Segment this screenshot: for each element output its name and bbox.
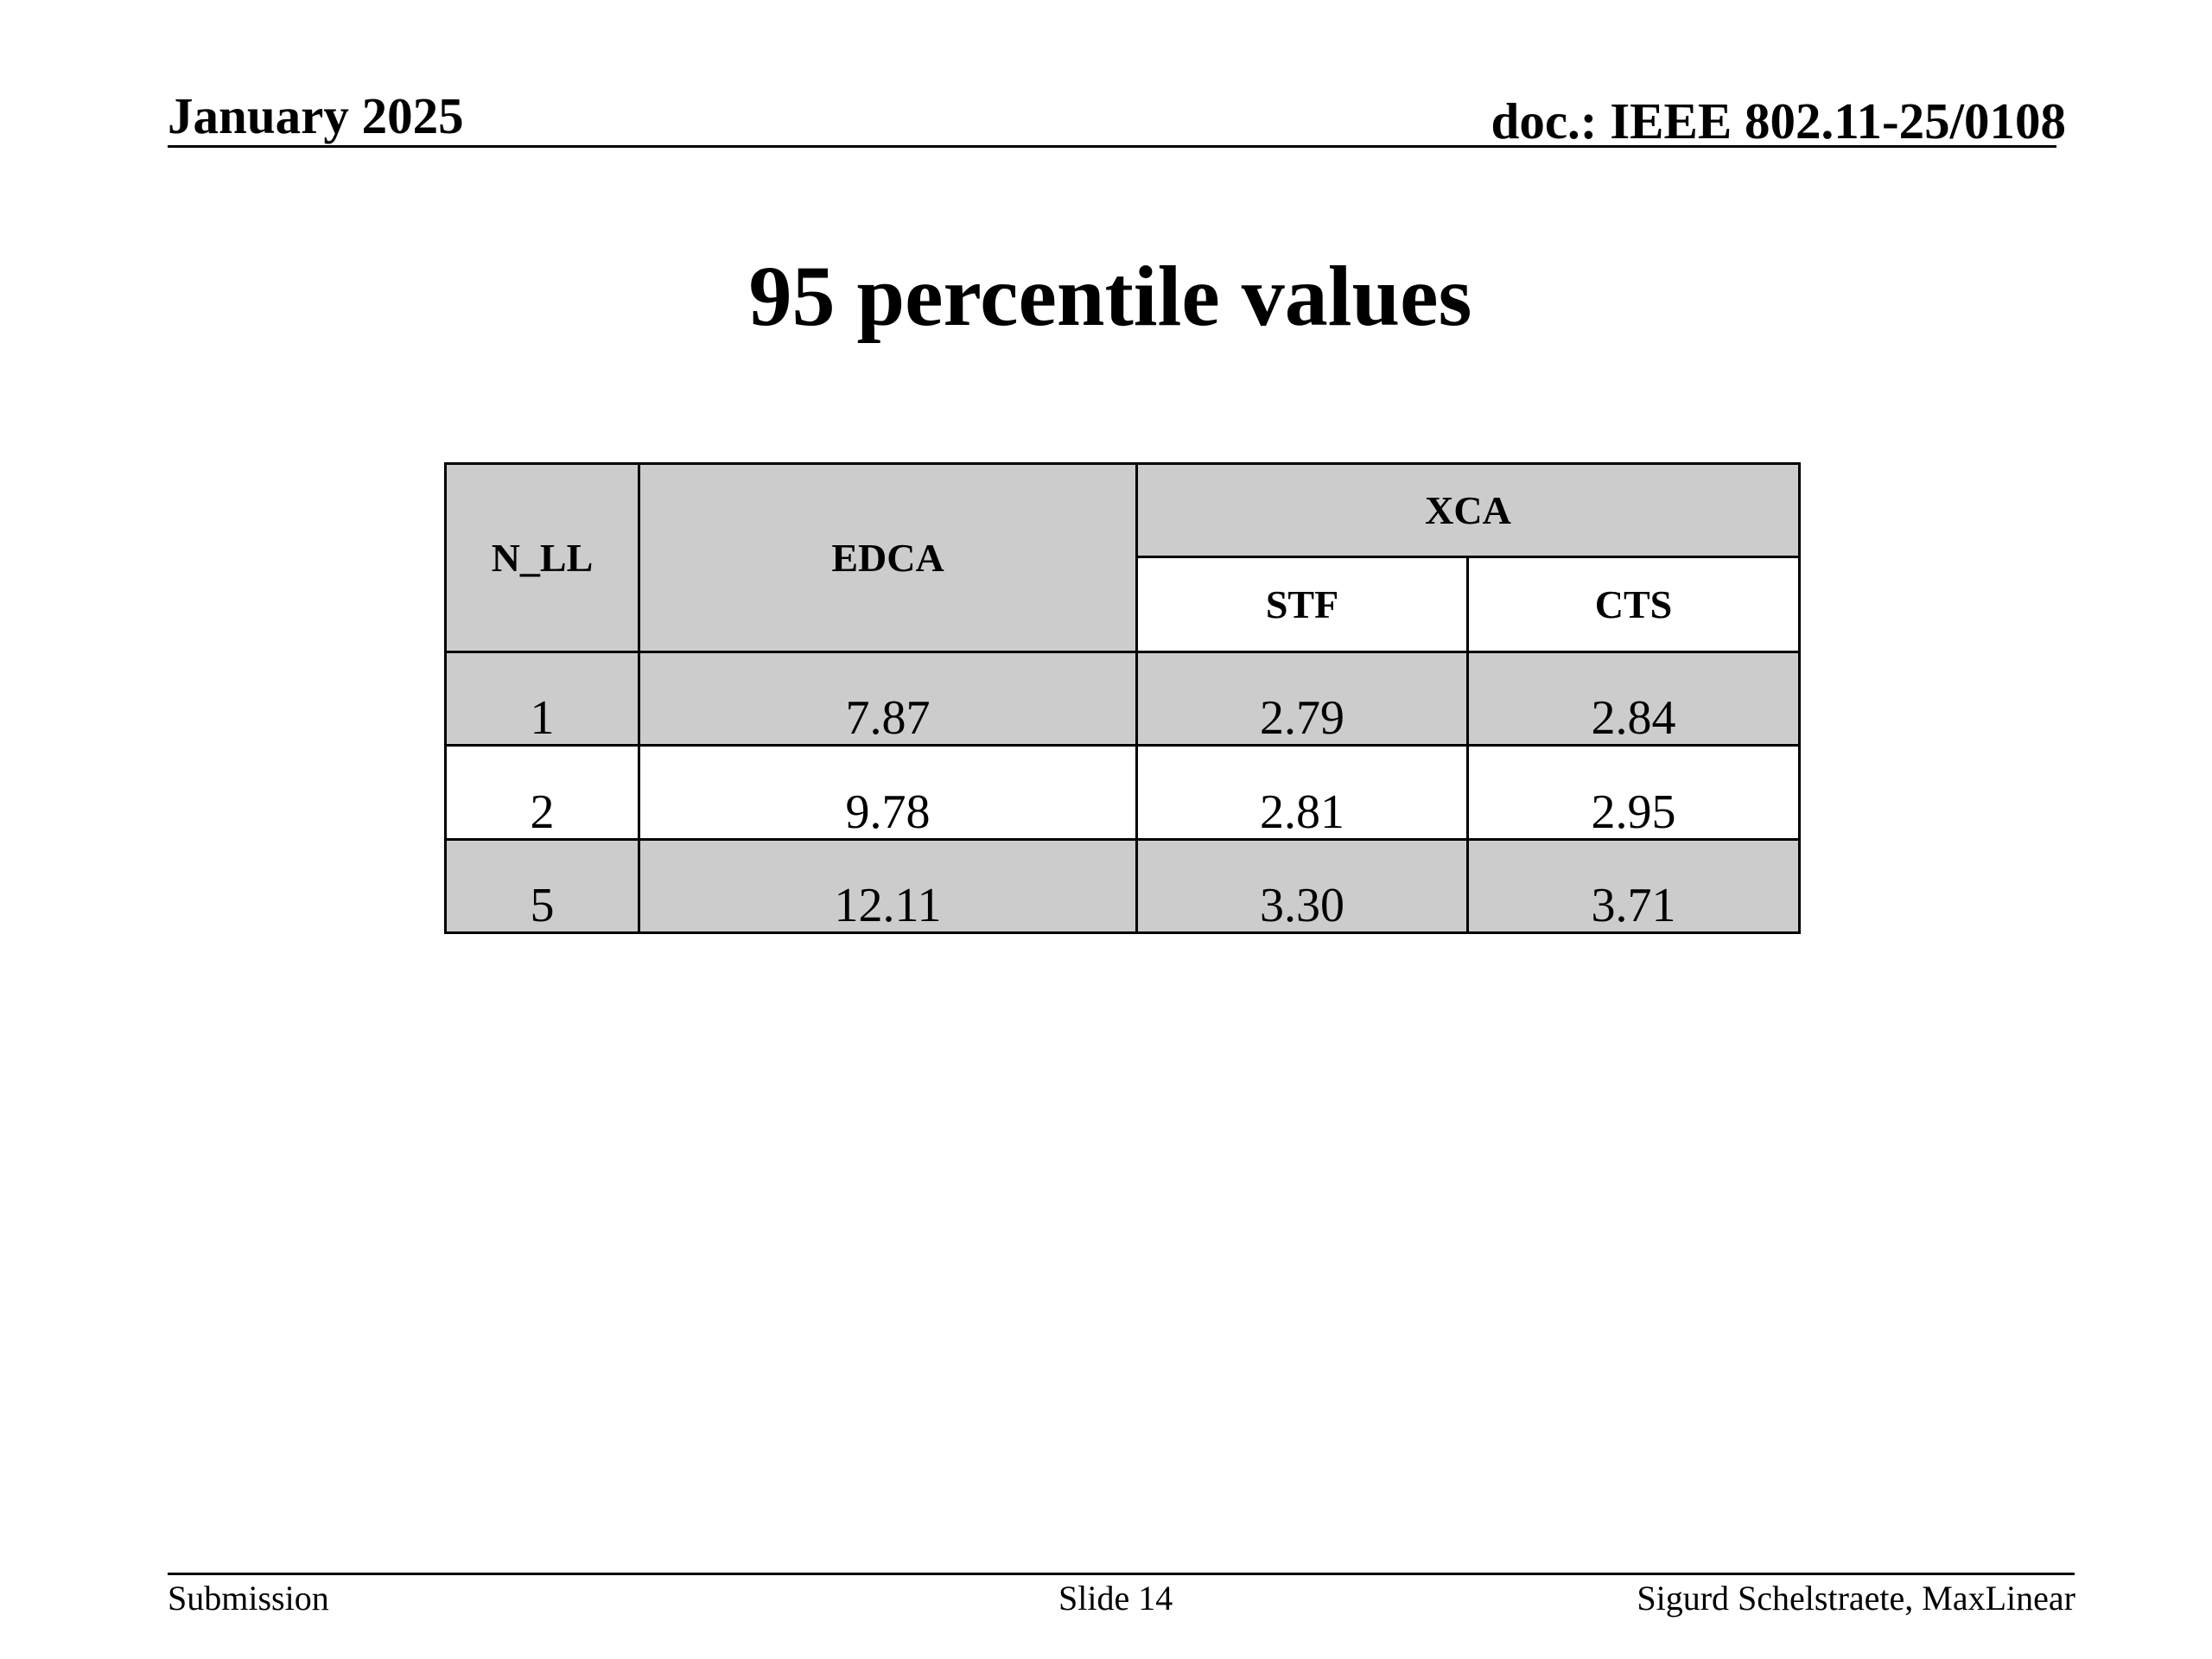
footer-right: Sigurd Schelstraete, MaxLinear	[1637, 1579, 2075, 1618]
table-cell: 2.79	[1135, 651, 1469, 747]
table-row: 5 12.11 3.30 3.71	[444, 838, 1801, 934]
table-row: 2 9.78 2.81 2.95	[444, 744, 1801, 841]
table-cell: 2	[444, 744, 640, 841]
table-cell: 2.81	[1135, 744, 1469, 841]
footer-center: Slide 14	[1058, 1579, 1173, 1618]
table-cell: 5	[444, 838, 640, 934]
header-doc: doc.: IEEE 802.11-25/0108	[1491, 92, 2066, 149]
table-cell: 3.71	[1466, 838, 1801, 934]
header-cell: N_LL	[444, 462, 640, 653]
table-body: 1 7.87 2.79 2.84 2 9.78 2.81 2.95 5 12.11 3.30 3.71	[444, 651, 1801, 934]
header-rule	[168, 145, 2056, 148]
header-date: January 2025	[168, 87, 464, 144]
table-cell: 12.11	[638, 838, 1138, 934]
header-cell: CTS	[1466, 556, 1801, 653]
header-cell: STF	[1135, 556, 1469, 653]
table-cell: 7.87	[638, 651, 1138, 747]
header-cell: XCA	[1135, 462, 1801, 558]
results-table: N_LL EDCA XCA STF CTS 1 7.87 2.79 2.84 2 9.78…	[444, 462, 1801, 934]
footer-left: Submission	[168, 1579, 329, 1618]
table-cell: 2.95	[1466, 744, 1801, 841]
slide-title: 95 percentile values	[748, 248, 1472, 344]
table-cell: 2.84	[1466, 651, 1801, 747]
table-row: 1 7.87 2.79 2.84	[444, 651, 1801, 747]
table-cell: 1	[444, 651, 640, 747]
footer-rule	[168, 1573, 2075, 1575]
header-cell: EDCA	[638, 462, 1138, 653]
table-cell: 9.78	[638, 744, 1138, 841]
table-cell: 3.30	[1135, 838, 1469, 934]
